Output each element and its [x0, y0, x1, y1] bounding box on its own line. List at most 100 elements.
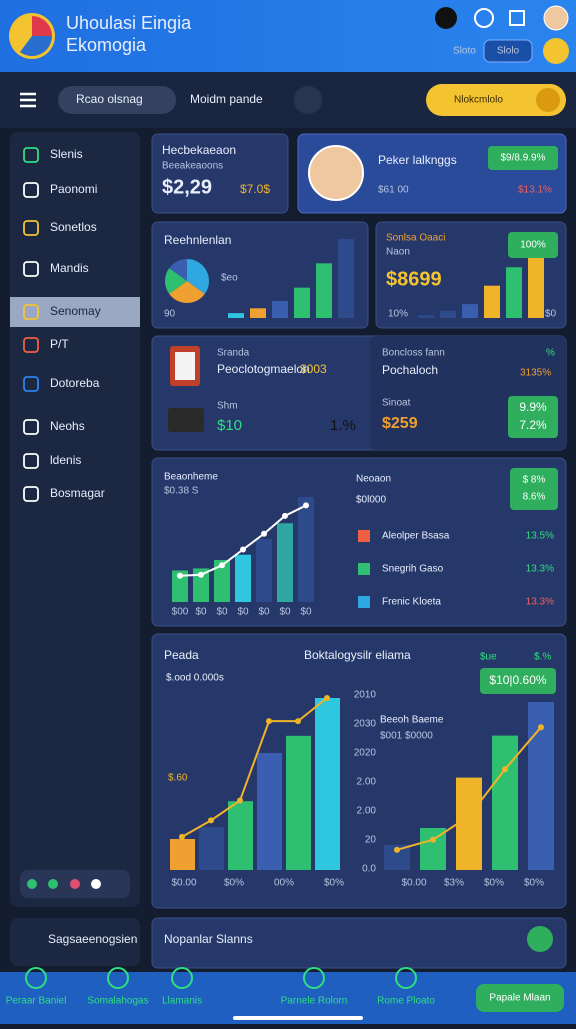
- nav-label[interactable]: Parnele Rolorn: [281, 996, 348, 1007]
- notification[interactable]: [435, 7, 457, 29]
- window-icon[interactable]: [509, 10, 525, 26]
- bar: [235, 554, 251, 602]
- nav-item[interactable]: Slenis: [50, 147, 83, 161]
- card-title: Peada: [164, 648, 199, 662]
- nav-item[interactable]: Bosmagar: [50, 486, 105, 500]
- pie-slice: [187, 259, 209, 294]
- badge-label: 9.9%: [519, 400, 547, 414]
- nav-item[interactable]: P/T: [50, 337, 69, 351]
- card: [151, 917, 567, 969]
- x-tick-label: $0: [237, 607, 249, 618]
- profile-photo: [308, 145, 364, 201]
- nav-item[interactable]: Senomay: [50, 304, 101, 318]
- trend-point: [237, 797, 243, 804]
- nav-icon: [23, 261, 39, 277]
- card-title: Peoclotogmaelon: [217, 362, 310, 376]
- nav-item[interactable]: Paonomi: [50, 182, 97, 196]
- trend-point: [324, 695, 330, 701]
- nav-item[interactable]: Neohs: [50, 419, 85, 433]
- chart-label: $.60: [168, 773, 188, 784]
- nav-icon: [23, 182, 39, 198]
- nav-icon: [23, 453, 39, 469]
- nav-button[interactable]: [476, 984, 564, 1012]
- nav-item[interactable]: Sonetlos: [50, 220, 97, 234]
- percent: 1.%: [330, 417, 356, 434]
- badge-label: 8.6%: [523, 492, 546, 503]
- trend-point: [261, 530, 267, 537]
- x-tick-label: 00%: [274, 878, 294, 889]
- nav-item[interactable]: Dotoreba: [50, 376, 100, 390]
- badge-note: $.%: [534, 652, 551, 663]
- x-tick-label: $0: [216, 607, 228, 618]
- trend-point: [282, 512, 288, 519]
- nav-icon[interactable]: [303, 967, 325, 989]
- nav-icon: [23, 220, 39, 236]
- settings-icon[interactable]: [474, 8, 494, 28]
- link[interactable]: Sloto: [453, 46, 476, 57]
- menu-icon[interactable]: [543, 38, 569, 64]
- select-1[interactable]: [58, 86, 176, 114]
- nav-icon[interactable]: [171, 967, 193, 989]
- nav-icon: [23, 304, 39, 320]
- sidebar-footer-label[interactable]: Sagsaeenogsien: [48, 932, 137, 946]
- nav-item[interactable]: Mandis: [50, 261, 89, 275]
- nav-icon[interactable]: [107, 967, 129, 989]
- avatar[interactable]: [543, 5, 569, 31]
- card-value: $8699: [386, 268, 442, 290]
- badge: [480, 668, 556, 694]
- search[interactable]: [426, 84, 566, 116]
- panel-title: Neoaon: [356, 474, 391, 485]
- card-title: Reehnlenlan: [164, 233, 231, 247]
- bar: [294, 287, 310, 318]
- x-tick-label: $0%: [224, 878, 244, 889]
- arrow-button[interactable]: [527, 926, 553, 952]
- bar: [193, 568, 209, 602]
- label: Sranda: [217, 348, 250, 359]
- x-tick-label: $3%: [444, 878, 464, 889]
- card-title: Hecbekaeaon: [162, 143, 236, 157]
- chevron[interactable]: [294, 86, 322, 114]
- folder-icon: [168, 408, 204, 432]
- nav-icon[interactable]: [395, 967, 417, 989]
- nav-label[interactable]: Rome Ploato: [377, 996, 435, 1007]
- nav-label[interactable]: Somalahogas: [87, 996, 148, 1007]
- card-subtitle: Naon: [386, 247, 410, 258]
- legend-name: Frenic Kloeta: [382, 597, 441, 608]
- select-2-label[interactable]: Moidm pande: [190, 92, 263, 106]
- panel-percent: 3135%: [520, 368, 551, 379]
- card-title: Beaonheme: [164, 472, 218, 483]
- badge: [510, 468, 558, 510]
- home-indicator: [233, 1016, 363, 1020]
- bar: [492, 735, 518, 870]
- header-button-label[interactable]: Slolo: [497, 46, 520, 57]
- nav-button-label[interactable]: Papale Mlaan: [489, 993, 550, 1004]
- bar: [250, 308, 266, 318]
- bar: [228, 801, 253, 870]
- legend-value: 13.5%: [526, 531, 554, 542]
- card: [151, 133, 289, 214]
- card-value: $10: [217, 417, 242, 434]
- badge: [488, 146, 558, 170]
- legend-icon: [358, 530, 370, 542]
- bar: [286, 735, 311, 870]
- y-tick-label: 0.0: [362, 864, 376, 875]
- bar: [256, 539, 272, 602]
- search-label[interactable]: Nlokcmlolo: [454, 95, 503, 106]
- bar: [298, 497, 314, 602]
- trend-point: [219, 562, 225, 569]
- nav-item[interactable]: ldenis: [50, 453, 81, 467]
- pie-slice: [169, 281, 205, 303]
- search-icon[interactable]: [536, 88, 560, 112]
- nav-label[interactable]: Peraar Baniel: [6, 996, 67, 1007]
- highlight: $003: [300, 362, 327, 376]
- x-tick-label: $0%: [324, 878, 344, 889]
- nav-icon: [23, 486, 39, 502]
- select-1-label[interactable]: Rcao olsnag: [76, 92, 143, 106]
- nav-icon[interactable]: [25, 967, 47, 989]
- card-center-title: Boktalogysilr eliama: [304, 648, 411, 662]
- app-subtitle: Ekomogia: [66, 35, 147, 55]
- badge-note: $ue: [480, 652, 497, 663]
- trend-point: [466, 813, 472, 820]
- nav-label[interactable]: Llamanis: [162, 996, 202, 1007]
- header-button[interactable]: [483, 39, 533, 63]
